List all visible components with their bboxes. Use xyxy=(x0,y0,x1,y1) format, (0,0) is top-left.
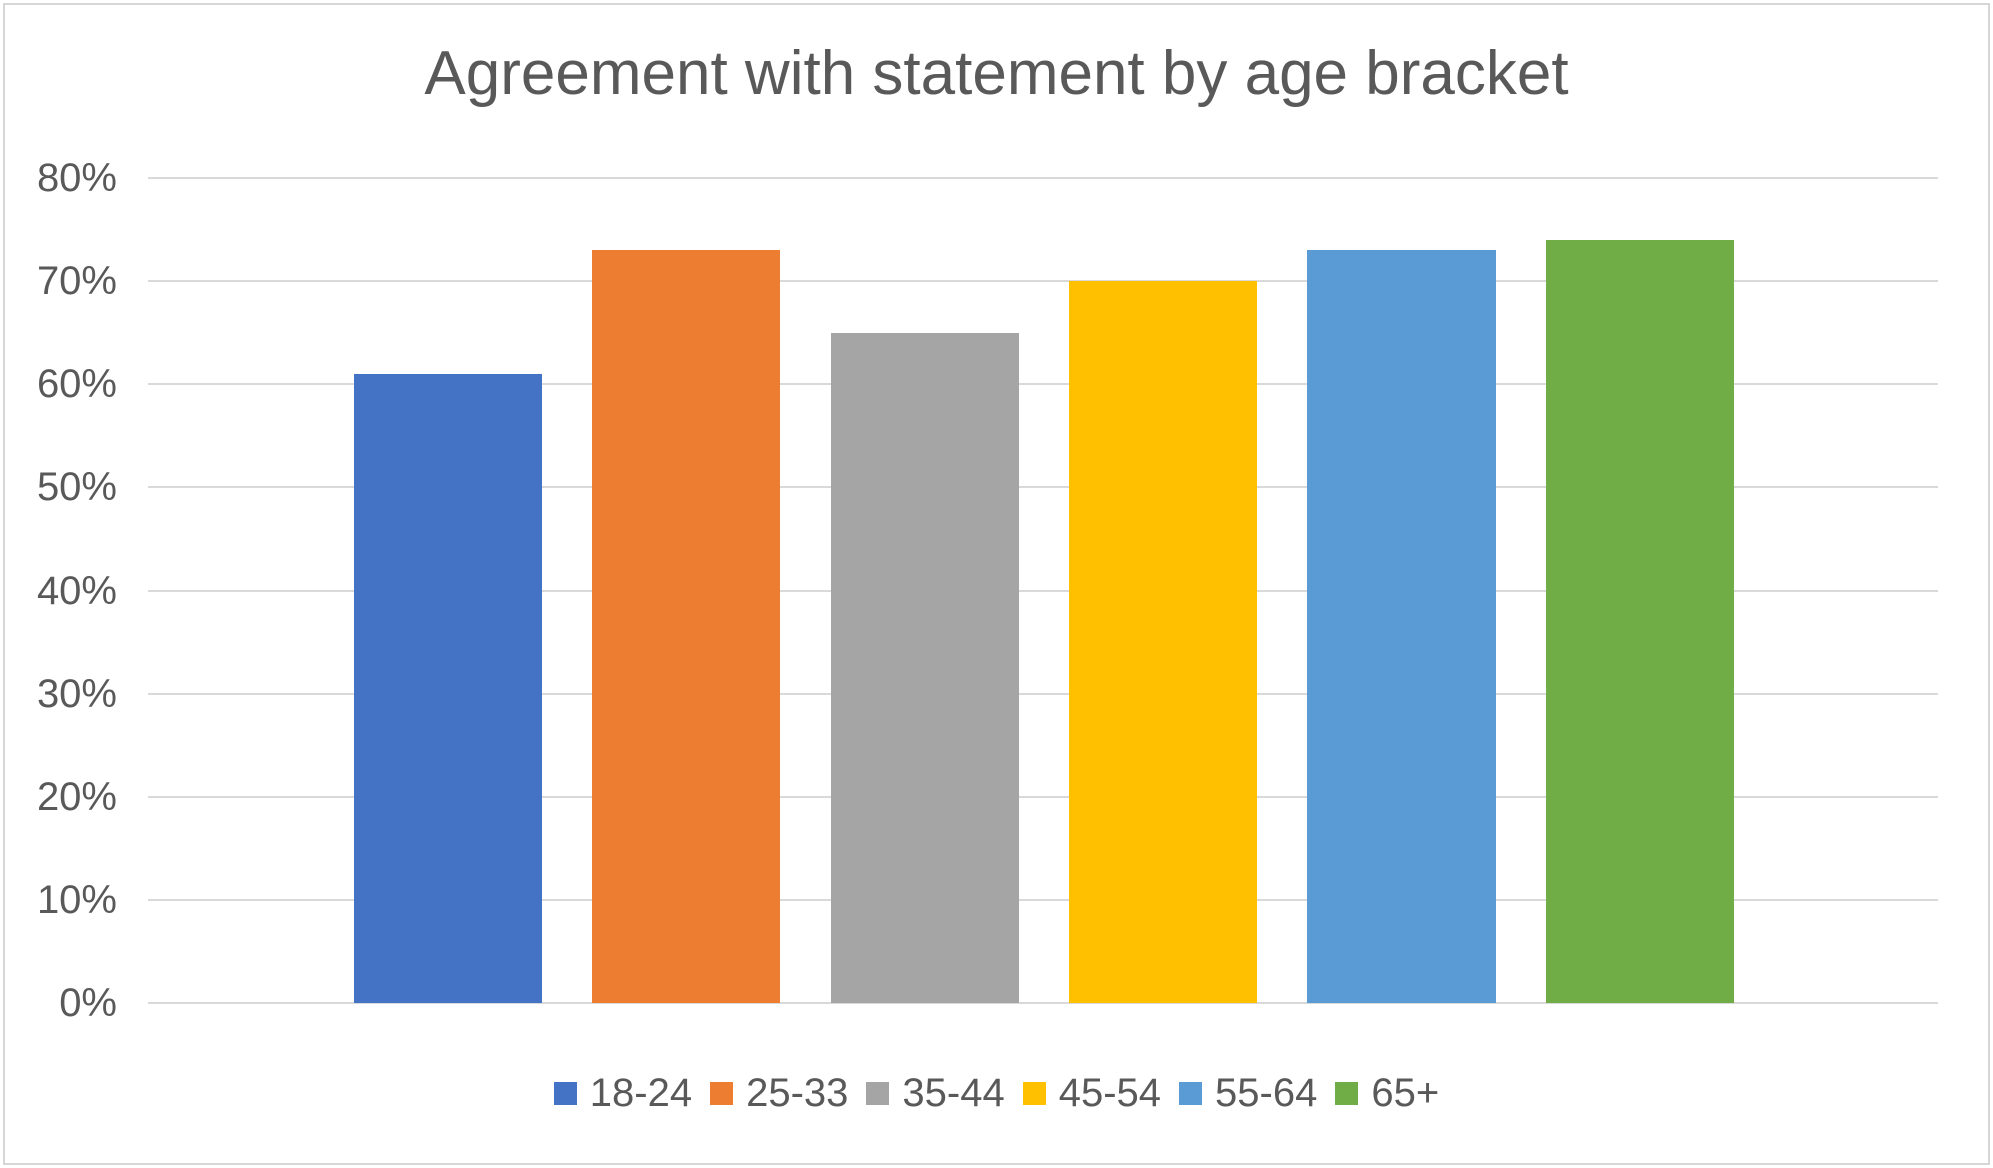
chart-frame: Agreement with statement by age bracket … xyxy=(3,3,1990,1165)
legend-item-35-44: 35-44 xyxy=(866,1071,1005,1115)
legend-swatch-icon xyxy=(1022,1081,1046,1105)
legend-label: 25-33 xyxy=(746,1071,849,1115)
legend-item-55-64: 55-64 xyxy=(1179,1073,1317,1113)
chart-title: Agreement with statement by age bracket xyxy=(424,39,1569,108)
legend-item-18-24: 18-24 xyxy=(553,1071,693,1115)
bar-45-54 xyxy=(1069,281,1258,1003)
legend-item-45-54: 45-54 xyxy=(1022,1071,1162,1115)
gridline-20 xyxy=(148,795,1938,798)
gridline-40 xyxy=(148,589,1938,592)
gridline-80 xyxy=(148,177,1938,179)
bar-slot-65+ xyxy=(1521,178,1759,1003)
gridline-60 xyxy=(148,383,1938,386)
bar-18-24 xyxy=(353,373,542,1003)
gridline-0 xyxy=(148,1002,1938,1004)
legend-swatch-icon xyxy=(1335,1081,1359,1105)
bars-row xyxy=(329,178,1759,1003)
legend-label: 55-64 xyxy=(1215,1071,1318,1115)
legend-item-25-33: 25-33 xyxy=(710,1073,848,1113)
y-axis-label-30: 30% xyxy=(36,671,117,716)
bar-35-44 xyxy=(830,332,1019,1003)
bar-slot-18-24 xyxy=(329,178,567,1003)
legend-swatch-icon xyxy=(866,1081,890,1105)
bar-slot-55-64 xyxy=(1282,178,1520,1003)
y-axis-label-40: 40% xyxy=(36,568,117,613)
legend-swatch-icon xyxy=(710,1081,734,1105)
gridline-30 xyxy=(148,692,1938,695)
legend-item-65+: 65+ xyxy=(1335,1073,1439,1113)
y-axis-label-50: 50% xyxy=(36,465,117,510)
y-axis-label-70: 70% xyxy=(36,259,117,304)
y-axis-label-10: 10% xyxy=(36,877,117,922)
bar-55-64 xyxy=(1307,250,1496,1003)
gridline-70 xyxy=(148,280,1938,283)
legend-label: 65+ xyxy=(1371,1071,1440,1115)
y-axis-label-0: 0% xyxy=(59,981,117,1025)
bar-slot-45-54 xyxy=(1044,178,1282,1003)
gridline-50 xyxy=(148,486,1938,489)
plot-area xyxy=(148,177,1938,1004)
bar-slot-35-44 xyxy=(806,178,1044,1003)
y-axis-label-80: 80% xyxy=(36,156,117,200)
bar-25-33 xyxy=(592,250,781,1003)
bar-slot-25-33 xyxy=(567,178,805,1003)
y-axis-label-20: 20% xyxy=(36,774,117,819)
legend-swatch-icon xyxy=(1179,1081,1203,1105)
gridline-10 xyxy=(148,898,1938,901)
y-axis-label-60: 60% xyxy=(36,362,117,407)
legend-label: 35-44 xyxy=(902,1071,1005,1115)
legend-label: 18-24 xyxy=(589,1071,693,1115)
legend-label: 45-54 xyxy=(1058,1071,1162,1115)
legend-swatch-icon xyxy=(553,1081,577,1105)
y-axis: 0% 10% 20% 30% 40% 50% 60% 70% 80% xyxy=(25,158,117,1023)
legend: 18-24 25-33 35-44 45-54 55-64 65+ xyxy=(5,1067,1988,1119)
bar-65+ xyxy=(1545,239,1734,1003)
